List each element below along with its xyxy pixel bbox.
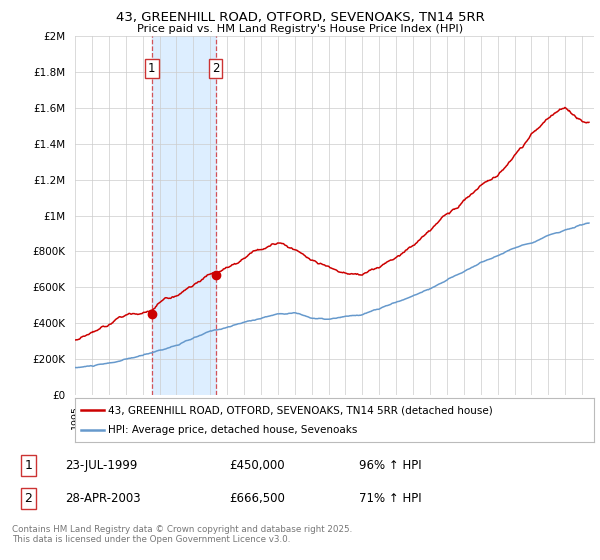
Text: £450,000: £450,000 — [229, 459, 285, 472]
Bar — [152, 36, 215, 395]
Text: Price paid vs. HM Land Registry's House Price Index (HPI): Price paid vs. HM Land Registry's House … — [137, 24, 463, 34]
Text: 71% ↑ HPI: 71% ↑ HPI — [359, 492, 421, 505]
Text: 96% ↑ HPI: 96% ↑ HPI — [359, 459, 421, 472]
Text: Contains HM Land Registry data © Crown copyright and database right 2025.
This d: Contains HM Land Registry data © Crown c… — [12, 525, 352, 544]
Text: 23-JUL-1999: 23-JUL-1999 — [65, 459, 137, 472]
Text: 2: 2 — [212, 62, 220, 75]
Text: 43, GREENHILL ROAD, OTFORD, SEVENOAKS, TN14 5RR: 43, GREENHILL ROAD, OTFORD, SEVENOAKS, T… — [116, 11, 484, 24]
Text: 28-APR-2003: 28-APR-2003 — [65, 492, 140, 505]
Text: 1: 1 — [25, 459, 32, 472]
Text: 2: 2 — [25, 492, 32, 505]
Text: HPI: Average price, detached house, Sevenoaks: HPI: Average price, detached house, Seve… — [107, 425, 357, 435]
Text: £666,500: £666,500 — [229, 492, 286, 505]
Text: 43, GREENHILL ROAD, OTFORD, SEVENOAKS, TN14 5RR (detached house): 43, GREENHILL ROAD, OTFORD, SEVENOAKS, T… — [107, 405, 493, 415]
Text: 1: 1 — [148, 62, 155, 75]
